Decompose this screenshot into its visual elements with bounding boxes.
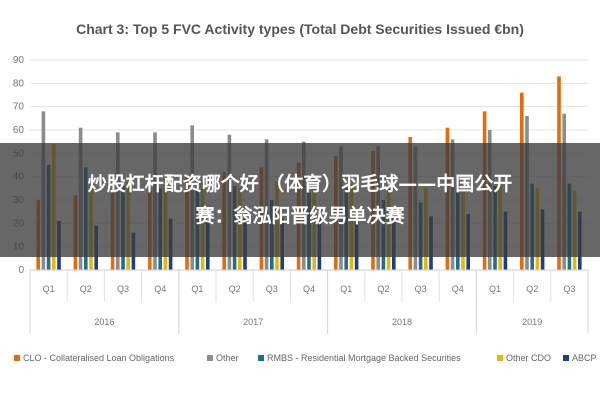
x-tick-label: Q3	[266, 284, 278, 294]
x-tick-label: Q3	[563, 284, 575, 294]
legend-item: CLO - Collateralised Loan Obligations	[14, 353, 175, 363]
year-label: 2016	[94, 317, 114, 327]
legend-item: ABCP	[563, 353, 597, 363]
year-label: 2018	[392, 317, 412, 327]
x-tick-label: Q3	[117, 284, 129, 294]
headline-text: 炒股杠杆配资哪个好 （体育）羽毛球——中国公开赛：翁泓阳晋级男单决赛	[87, 173, 513, 227]
legend-item: Other	[207, 353, 239, 363]
x-tick-label: Q4	[452, 284, 464, 294]
x-tick-label: Q2	[377, 284, 389, 294]
legend-item: Other CDO	[497, 353, 551, 363]
legend-swatch	[563, 355, 569, 361]
x-tick-label: Q3	[415, 284, 427, 294]
x-tick-label: Q4	[303, 284, 315, 294]
legend: CLO - Collateralised Loan Obligations Oth…	[14, 353, 597, 363]
x-tick-label: Q1	[340, 284, 352, 294]
x-axis: Q1 Q2 Q3 Q4 Q1 Q2 Q3 Q4 Q1 Q2 Q3 Q4 Q1 Q2 Q3 2016 2017 20…	[29, 269, 589, 334]
legend-swatch	[14, 355, 20, 361]
year-label: 2019	[522, 317, 542, 327]
x-tick-label: Q1	[43, 284, 55, 294]
year-label: 2017	[243, 317, 263, 327]
legend-label: RMBS - Residential Mortgage Backed Secur…	[267, 353, 461, 363]
legend-swatch	[497, 355, 503, 361]
y-tick-label: 80	[13, 78, 25, 89]
y-tick-label: 70	[13, 102, 25, 113]
legend-label: Other CDO	[506, 353, 551, 363]
x-tick-label: Q2	[80, 284, 92, 294]
x-tick-label: Q1	[489, 284, 501, 294]
y-tick-label: 60	[13, 125, 25, 136]
legend-swatch	[258, 355, 264, 361]
y-tick-label: 0	[18, 265, 24, 276]
x-tick-label: Q4	[154, 284, 166, 294]
legend-label: Other	[216, 353, 239, 363]
chart-title: Chart 3: Top 5 FVC Activity types (Total…	[76, 21, 524, 37]
legend-label: CLO - Collateralised Loan Obligations	[23, 353, 175, 363]
x-tick-label: Q2	[229, 284, 241, 294]
x-tick-label: Q1	[191, 284, 203, 294]
legend-swatch	[207, 355, 213, 361]
x-tick-label: Q2	[526, 284, 538, 294]
y-tick-label: 90	[13, 55, 25, 66]
legend-item: RMBS - Residential Mortgage Backed Secur…	[258, 353, 461, 363]
legend-label: ABCP	[572, 353, 597, 363]
headline-banner: 炒股杠杆配资哪个好 （体育）羽毛球——中国公开赛：翁泓阳晋级男单决赛	[0, 143, 600, 257]
